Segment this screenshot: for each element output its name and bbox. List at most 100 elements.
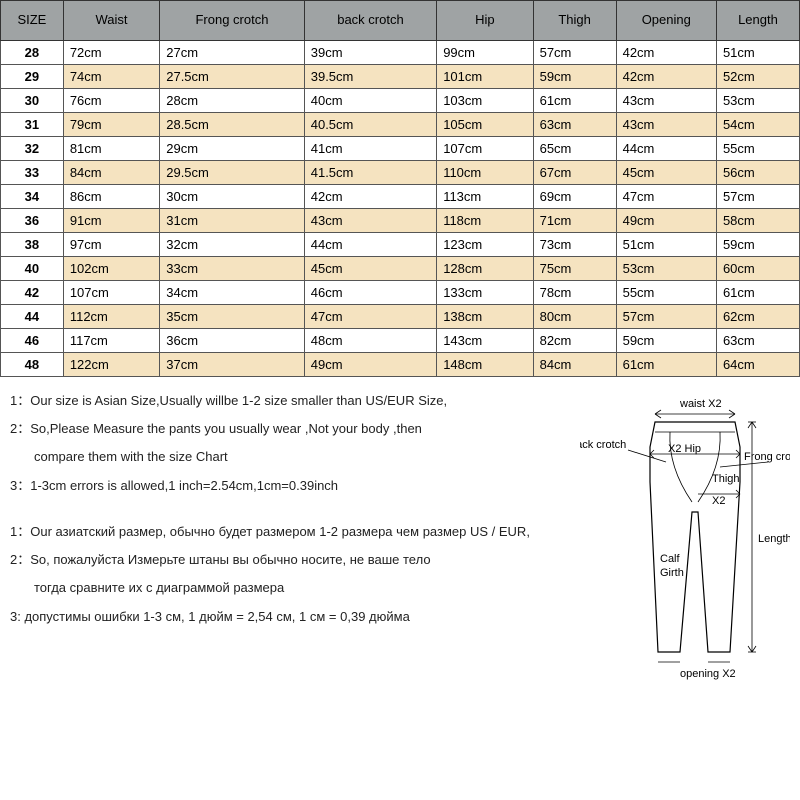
measure-cell: 45cm [304, 257, 436, 281]
lbl-back-crotch: back crotch [580, 439, 626, 451]
measure-cell: 123cm [437, 233, 533, 257]
measure-cell: 118cm [437, 209, 533, 233]
measure-cell: 64cm [716, 353, 799, 377]
measure-cell: 80cm [533, 305, 616, 329]
measure-cell: 56cm [716, 161, 799, 185]
lbl-girth: Girth [660, 567, 684, 579]
measure-cell: 103cm [437, 89, 533, 113]
measure-cell: 39.5cm [304, 65, 436, 89]
measure-cell: 43cm [616, 113, 716, 137]
size-cell: 36 [1, 209, 64, 233]
col-header: back crotch [304, 1, 436, 41]
size-chart-table: SIZEWaistFrong crotchback crotchHipThigh… [0, 0, 800, 377]
size-cell: 46 [1, 329, 64, 353]
measure-cell: 39cm [304, 41, 436, 65]
measure-cell: 47cm [616, 185, 716, 209]
measure-cell: 41.5cm [304, 161, 436, 185]
measure-cell: 47cm [304, 305, 436, 329]
pants-svg: waist X2 back crotch Frong crotch X2 Hip… [580, 392, 790, 692]
col-header: SIZE [1, 1, 64, 41]
measure-cell: 53cm [716, 89, 799, 113]
size-cell: 48 [1, 353, 64, 377]
col-header: Opening [616, 1, 716, 41]
measure-cell: 59cm [533, 65, 616, 89]
measure-cell: 35cm [160, 305, 305, 329]
table-row: 2872cm27cm39cm99cm57cm42cm51cm [1, 41, 800, 65]
measure-cell: 63cm [716, 329, 799, 353]
note-en-3: 3：1-3cm errors is allowed,1 inch=2.54cm,… [10, 477, 570, 495]
measure-cell: 29cm [160, 137, 305, 161]
measure-cell: 55cm [716, 137, 799, 161]
measure-cell: 107cm [63, 281, 159, 305]
measure-cell: 46cm [304, 281, 436, 305]
note-ru-2: 2：So, пожалуйста Измерьте штаны вы обычн… [10, 551, 570, 569]
measure-cell: 81cm [63, 137, 159, 161]
measure-cell: 122cm [63, 353, 159, 377]
measure-cell: 27.5cm [160, 65, 305, 89]
measure-cell: 67cm [533, 161, 616, 185]
measure-cell: 112cm [63, 305, 159, 329]
size-cell: 38 [1, 233, 64, 257]
col-header: Waist [63, 1, 159, 41]
note-ru-1: 1：Our азиатский размер, обычно будет раз… [10, 523, 570, 541]
measure-cell: 61cm [716, 281, 799, 305]
measure-cell: 75cm [533, 257, 616, 281]
note-ru-2b: тогда сравните их с диаграммой размера [10, 579, 570, 597]
measure-cell: 30cm [160, 185, 305, 209]
measure-cell: 37cm [160, 353, 305, 377]
pants-diagram: waist X2 back crotch Frong crotch X2 Hip… [580, 392, 790, 692]
lbl-waist: waist X2 [679, 398, 722, 410]
note-en-2: 2：So,Please Measure the pants you usuall… [10, 420, 570, 438]
measure-cell: 107cm [437, 137, 533, 161]
table-row: 3076cm28cm40cm103cm61cm43cm53cm [1, 89, 800, 113]
table-row: 2974cm27.5cm39.5cm101cm59cm42cm52cm [1, 65, 800, 89]
measure-cell: 57cm [716, 185, 799, 209]
size-cell: 40 [1, 257, 64, 281]
measure-cell: 51cm [716, 41, 799, 65]
col-header: Frong crotch [160, 1, 305, 41]
measure-cell: 42cm [616, 65, 716, 89]
measure-cell: 54cm [716, 113, 799, 137]
measure-cell: 84cm [533, 353, 616, 377]
size-cell: 42 [1, 281, 64, 305]
measure-cell: 105cm [437, 113, 533, 137]
size-cell: 29 [1, 65, 64, 89]
lbl-thigh: Thigh [712, 473, 740, 485]
table-row: 42107cm34cm46cm133cm78cm55cm61cm [1, 281, 800, 305]
measure-cell: 65cm [533, 137, 616, 161]
measure-cell: 117cm [63, 329, 159, 353]
lbl-calf: Calf [660, 553, 681, 565]
measure-cell: 57cm [533, 41, 616, 65]
measure-cell: 28cm [160, 89, 305, 113]
measure-cell: 58cm [716, 209, 799, 233]
measure-cell: 43cm [304, 209, 436, 233]
col-header: Hip [437, 1, 533, 41]
measure-cell: 84cm [63, 161, 159, 185]
measure-cell: 110cm [437, 161, 533, 185]
measure-cell: 91cm [63, 209, 159, 233]
measure-cell: 148cm [437, 353, 533, 377]
measure-cell: 32cm [160, 233, 305, 257]
measure-cell: 101cm [437, 65, 533, 89]
lbl-hip: X2 Hip [668, 443, 701, 455]
measure-cell: 52cm [716, 65, 799, 89]
measure-cell: 74cm [63, 65, 159, 89]
measure-cell: 44cm [304, 233, 436, 257]
table-row: 3897cm32cm44cm123cm73cm51cm59cm [1, 233, 800, 257]
measure-cell: 44cm [616, 137, 716, 161]
measure-cell: 69cm [533, 185, 616, 209]
measure-cell: 42cm [304, 185, 436, 209]
lbl-thigh2: X2 [712, 495, 725, 507]
size-cell: 33 [1, 161, 64, 185]
measure-cell: 42cm [616, 41, 716, 65]
measure-cell: 28.5cm [160, 113, 305, 137]
measure-cell: 29.5cm [160, 161, 305, 185]
lbl-front-crotch: Frong crotch [744, 451, 790, 463]
table-row: 48122cm37cm49cm148cm84cm61cm64cm [1, 353, 800, 377]
col-header: Thigh [533, 1, 616, 41]
measure-cell: 43cm [616, 89, 716, 113]
lbl-length: Length [758, 533, 790, 545]
measure-cell: 99cm [437, 41, 533, 65]
measure-cell: 41cm [304, 137, 436, 161]
measure-cell: 82cm [533, 329, 616, 353]
